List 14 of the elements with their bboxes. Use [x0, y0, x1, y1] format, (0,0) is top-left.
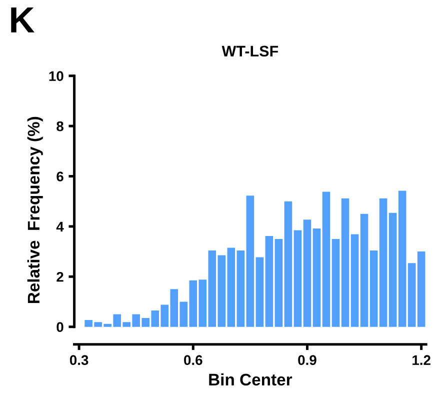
y-tick-label: 10	[49, 71, 64, 82]
x-tick-label: 0.9	[298, 355, 316, 366]
y-tick-label: 0	[56, 322, 64, 332]
y-tick-label: 8	[56, 121, 64, 132]
y-tick-label: 6	[56, 172, 64, 182]
x-tick-label: 0.6	[184, 355, 202, 366]
chart-title: WT-LSF	[222, 46, 278, 57]
y-tick-label: 2	[56, 272, 64, 282]
y-axis-title: Relative Frequency (%)	[27, 116, 43, 304]
text: K	[11, 7, 34, 32]
x-axis-title: Bin Center	[209, 373, 292, 386]
y-tick-label: 4	[56, 222, 64, 232]
x-tick-label: 1.2	[412, 355, 430, 365]
x-tick-label: 0.3	[70, 355, 88, 366]
